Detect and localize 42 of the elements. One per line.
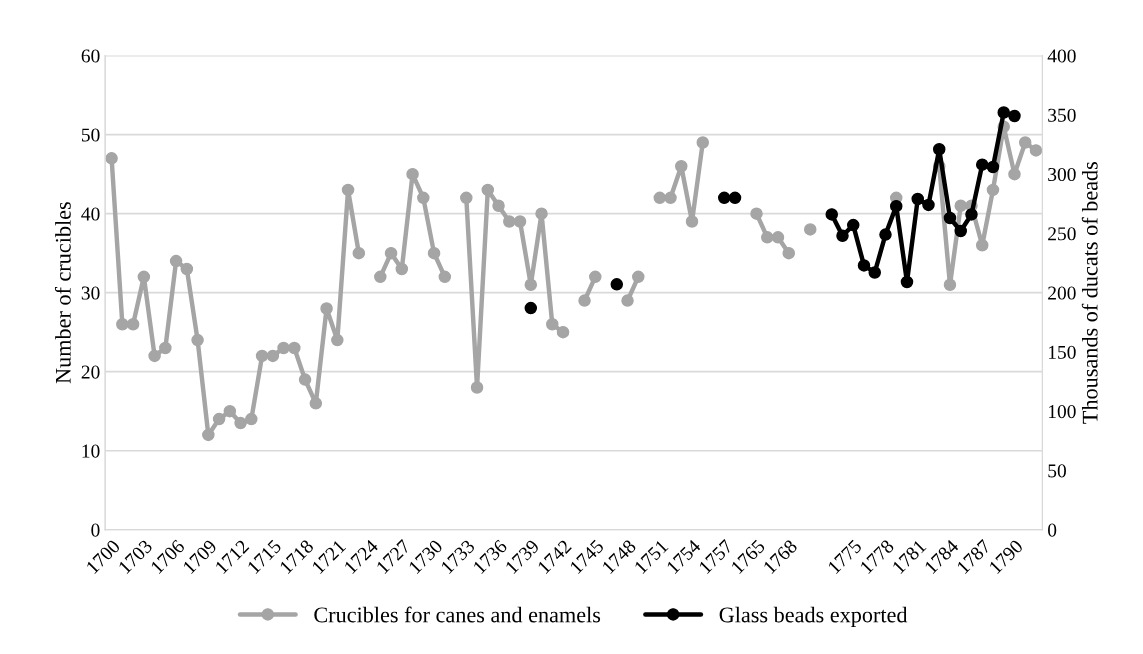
point — [911, 192, 924, 206]
y2-tick-label: 200 — [1048, 286, 1076, 300]
point — [922, 198, 935, 212]
y-tick-label: 50 — [81, 128, 100, 142]
y-tick-label: 10 — [82, 444, 100, 458]
point — [889, 199, 903, 213]
point — [524, 301, 538, 315]
legend-label: Crucibles for canes and enamels — [314, 606, 601, 623]
y-tick-label: 40 — [81, 207, 100, 221]
point — [857, 259, 871, 272]
point — [868, 266, 881, 279]
legend-label: Glass beads exported — [719, 606, 908, 627]
point — [718, 191, 731, 205]
y2-tick-label: 0 — [1048, 523, 1057, 537]
y2-tick-label: 250 — [1048, 227, 1076, 241]
point — [1008, 109, 1021, 123]
y2-tick-label: 300 — [1048, 167, 1076, 182]
y-tick-label: 20 — [81, 365, 100, 379]
point — [997, 106, 1010, 119]
point — [932, 142, 946, 156]
point — [975, 158, 989, 171]
y2-tick-label: 150 — [1048, 345, 1076, 359]
point — [900, 275, 914, 289]
point — [836, 229, 849, 243]
y2-tick-label: 50 — [1048, 464, 1066, 478]
point — [986, 160, 1000, 174]
point — [610, 278, 624, 291]
point — [825, 208, 838, 221]
point — [943, 211, 957, 225]
point — [965, 208, 978, 221]
y-tick-label: 30 — [81, 286, 100, 300]
y-tick-label: 0 — [91, 523, 100, 537]
y2-tick-label: 350 — [1048, 108, 1076, 122]
y-axis-title: Number of crucibles — [54, 202, 71, 384]
y2-axis-title: Thousands of ducats of beads — [1081, 162, 1098, 424]
point — [879, 228, 892, 241]
point — [954, 224, 967, 238]
point — [846, 218, 860, 232]
y2-tick-label: 100 — [1048, 405, 1076, 419]
y-tick-label: 60 — [81, 49, 100, 63]
point — [728, 191, 742, 205]
y2-tick-label: 400 — [1047, 49, 1076, 63]
